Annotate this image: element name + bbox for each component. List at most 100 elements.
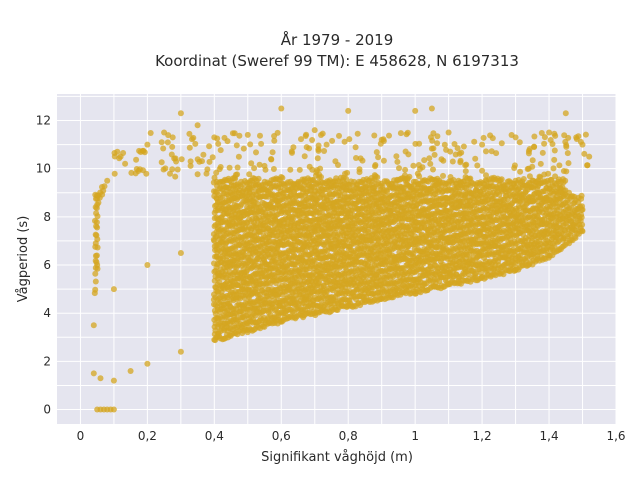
scatter-point — [562, 177, 569, 184]
scatter-point — [474, 162, 481, 169]
scatter-point — [483, 148, 489, 155]
chart-title: År 1979 - 2019 — [281, 30, 394, 49]
scatter-point — [216, 166, 223, 173]
scatter-point — [204, 166, 211, 173]
scatter-point — [487, 132, 494, 139]
scatter-point — [404, 175, 411, 182]
scatter-point — [246, 171, 253, 178]
scatter-point — [440, 172, 446, 179]
scatter-point — [94, 213, 101, 220]
x-tick-label: 1,2 — [473, 429, 492, 443]
scatter-point — [279, 174, 286, 181]
scatter-point — [144, 262, 151, 268]
scatter-point — [90, 370, 97, 377]
scatter-point — [526, 173, 533, 180]
scatter-point — [169, 143, 176, 150]
scatter-point — [171, 155, 178, 162]
scatter-point — [258, 140, 265, 147]
scatter-point — [402, 166, 409, 173]
scatter-point — [562, 110, 569, 117]
scatter-point — [111, 170, 118, 177]
scatter-point — [551, 156, 558, 163]
scatter-point — [427, 160, 434, 167]
scatter-point — [479, 141, 486, 148]
scatter-point — [144, 141, 151, 148]
scatter-point — [451, 141, 458, 147]
scatter-point — [233, 142, 240, 149]
scatter-point — [93, 205, 100, 212]
scatter-point — [332, 158, 339, 165]
scatter-point — [531, 133, 538, 140]
scatter-point — [447, 174, 454, 180]
scatter-point — [517, 168, 524, 175]
scatter-point — [550, 165, 557, 172]
y-tick-label: 4 — [43, 306, 51, 320]
scatter-point — [317, 165, 324, 172]
scatter-point — [110, 377, 117, 384]
scatter-point — [578, 192, 585, 199]
scatter-point — [520, 176, 527, 182]
scatter-point — [511, 162, 518, 169]
scatter-point — [247, 141, 254, 148]
scatter-point — [371, 132, 378, 139]
scatter-point — [311, 127, 318, 134]
scatter-point — [498, 140, 505, 147]
scatter-point — [256, 161, 263, 168]
scatter-point — [441, 141, 448, 148]
scatter-point — [169, 166, 176, 173]
scatter-point — [209, 154, 216, 161]
scatter-point — [301, 153, 308, 160]
scatter-point — [94, 265, 101, 272]
scatter-point — [480, 134, 487, 141]
scatter-point — [232, 171, 239, 178]
scatter-point — [306, 145, 313, 152]
scatter-point — [346, 136, 353, 143]
scatter-point — [419, 164, 426, 171]
scatter-point — [321, 148, 328, 154]
scatter-point — [452, 151, 459, 158]
scatter-point — [579, 203, 585, 210]
scatter-point — [393, 153, 400, 160]
scatter-point — [414, 170, 421, 177]
scatter-point — [268, 156, 275, 163]
scatter-point — [94, 224, 101, 231]
scatter-point — [508, 132, 515, 138]
scatter-point — [160, 166, 167, 173]
scatter-points — [90, 105, 593, 413]
scatter-point — [336, 132, 342, 139]
scatter-point — [428, 145, 435, 152]
scatter-point — [165, 132, 172, 139]
scatter-point — [211, 174, 218, 181]
scatter-point — [274, 129, 281, 136]
scatter-point — [224, 138, 231, 145]
scatter-point — [194, 122, 201, 129]
scatter-point — [373, 149, 380, 156]
scatter-point — [561, 132, 568, 139]
scatter-point — [472, 155, 479, 162]
scatter-point — [93, 232, 100, 239]
scatter-point — [525, 165, 532, 172]
scatter-point — [578, 214, 585, 221]
scatter-point — [463, 161, 470, 168]
scatter-point — [278, 105, 285, 112]
scatter-point — [97, 375, 104, 382]
scatter-point — [579, 221, 586, 228]
scatter-point — [541, 140, 548, 147]
scatter-point — [404, 129, 411, 136]
scatter-point — [426, 155, 433, 162]
scatter-point — [269, 149, 276, 156]
scatter-point — [564, 150, 571, 157]
scatter-point — [244, 131, 251, 138]
scatter-point — [177, 250, 184, 256]
scatter-point — [460, 143, 467, 150]
scatter-point — [380, 157, 387, 164]
scatter-point — [158, 139, 165, 146]
scatter-point — [110, 406, 117, 413]
scatter-point — [94, 244, 101, 251]
scatter-point — [457, 157, 464, 164]
scatter-point — [178, 156, 185, 163]
scatter-point — [93, 259, 100, 266]
scatter-point — [127, 368, 134, 374]
x-tick-label: 1,6 — [606, 429, 625, 443]
scatter-point — [577, 138, 584, 145]
